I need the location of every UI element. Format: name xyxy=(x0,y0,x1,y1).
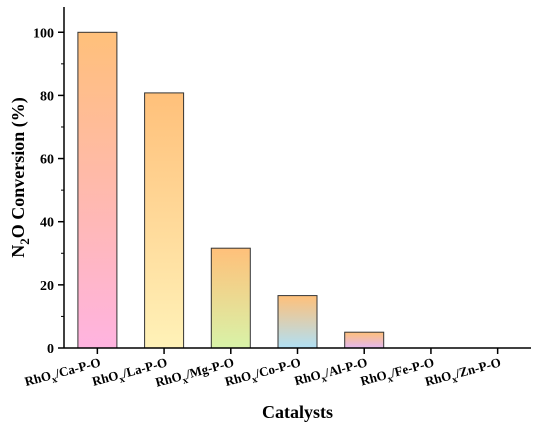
bars-layer xyxy=(77,31,385,349)
bar-rhox-co-p-o xyxy=(277,295,318,349)
y-tick-label: 40 xyxy=(40,216,54,231)
bar-rhox-al-p-o xyxy=(344,331,385,349)
y-tick-label: 20 xyxy=(40,279,54,294)
y-tick-label: 80 xyxy=(40,89,54,104)
bar-rhox-mg-p-o xyxy=(210,247,251,349)
y-axis-title: N2O Conversion (%) xyxy=(8,97,32,258)
bar-rhox-ca-p-o xyxy=(77,31,118,349)
y-tick-label: 60 xyxy=(40,153,54,168)
x-tick-label: RhOx/Zn-P-O xyxy=(423,354,503,393)
y-tick-label: 0 xyxy=(47,342,54,357)
x-axis-title: Catalysts xyxy=(262,402,333,422)
y-tick-label: 100 xyxy=(33,26,54,41)
bar-rhox-la-p-o xyxy=(144,92,185,349)
x-tick-label: RhOx/Co-P-O xyxy=(223,354,303,393)
ticks-layer: 0 20 40 60 80 100 xyxy=(33,26,499,357)
